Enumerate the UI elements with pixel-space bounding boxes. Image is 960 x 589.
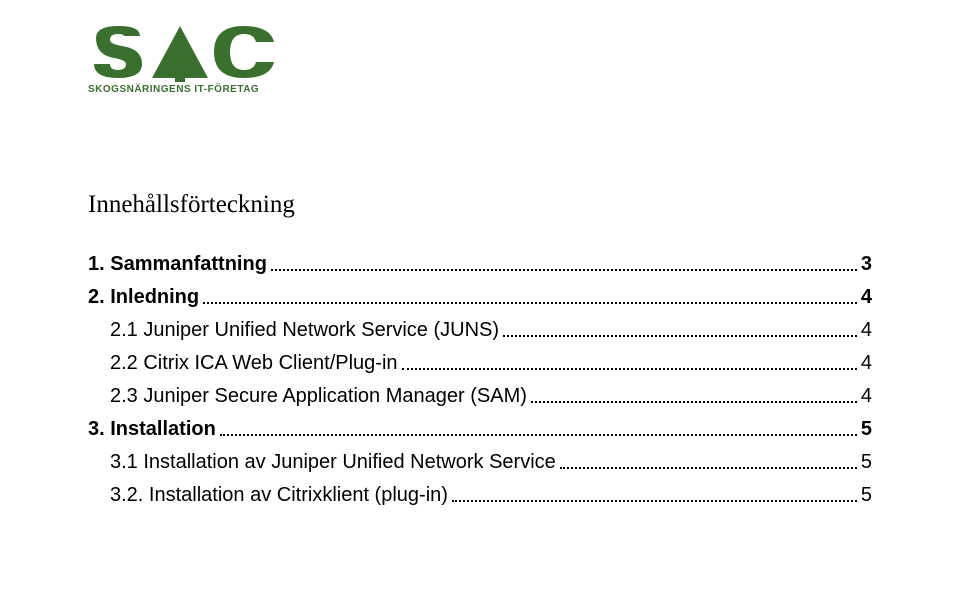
- toc-title: Innehållsförteckning: [88, 191, 872, 219]
- toc-leader: [271, 269, 857, 271]
- table-of-contents: Innehållsförteckning 1. Sammanfattning 3…: [88, 191, 872, 507]
- logo-mark: [88, 24, 278, 82]
- toc-label: 3.2. Installation av Citrixklient (plug-…: [110, 484, 448, 507]
- toc-page: 4: [861, 319, 872, 342]
- toc-leader: [220, 434, 857, 436]
- toc-entry: 2. Inledning 4: [88, 286, 872, 309]
- toc-entry: 3. Installation 5: [88, 418, 872, 441]
- toc-label: 2. Inledning: [88, 286, 199, 309]
- toc-entry: 2.1 Juniper Unified Network Service (JUN…: [88, 319, 872, 342]
- toc-page: 3: [861, 253, 872, 276]
- toc-leader: [203, 302, 857, 304]
- toc-page: 5: [861, 451, 872, 474]
- toc-entry: 1. Sammanfattning 3: [88, 253, 872, 276]
- logo-tagline: SKOGSNÄRINGENS IT-FÖRETAG: [88, 84, 259, 95]
- toc-leader: [531, 401, 857, 403]
- toc-leader: [503, 335, 857, 337]
- toc-entry: 2.3 Juniper Secure Application Manager (…: [88, 385, 872, 408]
- toc-entry: 3.2. Installation av Citrixklient (plug-…: [88, 484, 872, 507]
- toc-leader: [402, 368, 857, 370]
- company-logo: SKOGSNÄRINGENS IT-FÖRETAG: [88, 24, 872, 95]
- toc-page: 5: [861, 418, 872, 441]
- toc-entry: 3.1 Installation av Juniper Unified Netw…: [88, 451, 872, 474]
- toc-page: 4: [861, 286, 872, 309]
- document-page: SKOGSNÄRINGENS IT-FÖRETAG Innehållsförte…: [0, 0, 960, 589]
- toc-label: 2.1 Juniper Unified Network Service (JUN…: [110, 319, 499, 342]
- toc-label: 1. Sammanfattning: [88, 253, 267, 276]
- toc-leader: [560, 467, 857, 469]
- toc-label: 2.3 Juniper Secure Application Manager (…: [110, 385, 527, 408]
- toc-page: 4: [861, 385, 872, 408]
- toc-label: 2.2 Citrix ICA Web Client/Plug-in: [110, 352, 398, 375]
- toc-label: 3.1 Installation av Juniper Unified Netw…: [110, 451, 556, 474]
- logo-svg: [88, 24, 278, 82]
- toc-page: 5: [861, 484, 872, 507]
- toc-label: 3. Installation: [88, 418, 216, 441]
- toc-page: 4: [861, 352, 872, 375]
- toc-entry: 2.2 Citrix ICA Web Client/Plug-in 4: [88, 352, 872, 375]
- toc-leader: [452, 500, 857, 502]
